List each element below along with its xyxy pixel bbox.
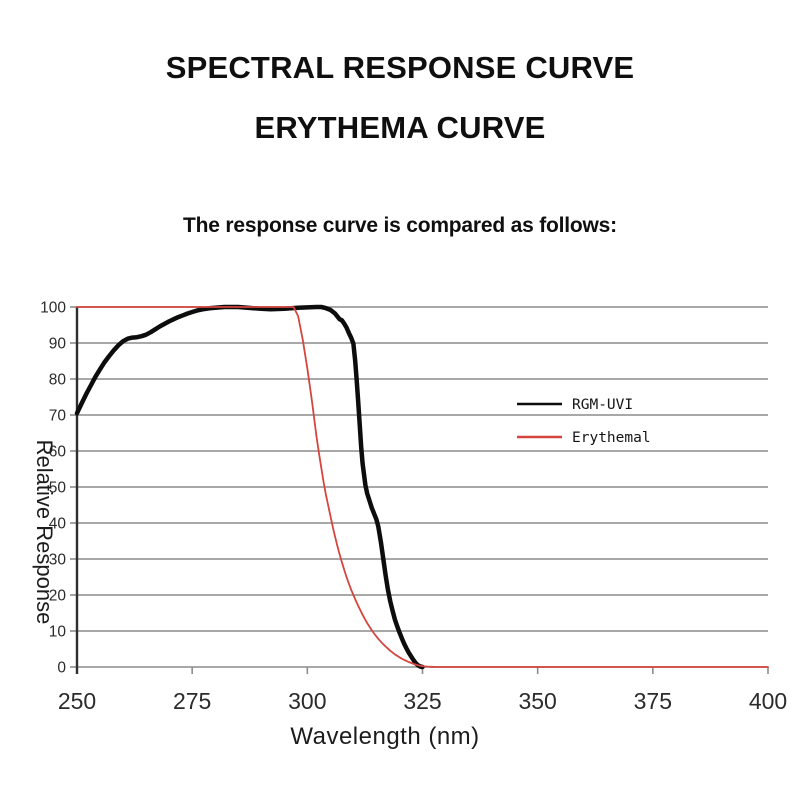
page-subtitle: The response curve is compared as follow… [183, 214, 617, 237]
x-tick-label-300: 300 [288, 688, 326, 714]
spectral-response-chart: 0 10 20 30 40 50 60 70 80 90 100 250 275 300 325 350 375… [0, 280, 800, 800]
y-tick-label-0: 0 [57, 660, 66, 677]
y-tick-label-20: 20 [49, 588, 67, 605]
y-tick-label-30: 30 [49, 552, 67, 569]
y-tick-label-90: 90 [49, 336, 67, 353]
x-tick-label-400: 400 [749, 688, 787, 714]
series-line-rgm-uvi [74, 304, 425, 670]
y-axis-title: Relative Response [32, 440, 57, 625]
chart-canvas: 0 10 20 30 40 50 60 70 80 90 100 250 275 300 325 350 375… [32, 300, 787, 751]
y-tick-label-50: 50 [49, 480, 67, 497]
y-tick-label-10: 10 [49, 624, 67, 641]
series-line-erythemal [76, 306, 769, 668]
y-tick-label-40: 40 [49, 516, 67, 533]
page-title-line-2: ERYTHEMA CURVE [254, 110, 546, 145]
x-tick-label-275: 275 [173, 688, 211, 714]
legend-label-rgm-uvi: RGM-UVI [572, 397, 633, 413]
page-title-line-1: SPECTRAL RESPONSE CURVE [165, 50, 635, 85]
y-tick-label-100: 100 [40, 300, 66, 317]
y-tick-label-60: 60 [49, 444, 67, 461]
x-tick-label-375: 375 [634, 688, 672, 714]
y-tick-label-80: 80 [49, 372, 67, 389]
x-tick-label-350: 350 [518, 688, 556, 714]
legend-label-erythemal: Erythemal [572, 430, 651, 446]
x-tick-label-325: 325 [403, 688, 441, 714]
x-axis-title: Wavelength (nm) [290, 723, 479, 750]
x-tick-label-250: 250 [58, 688, 96, 714]
y-tick-label-70: 70 [49, 408, 67, 425]
